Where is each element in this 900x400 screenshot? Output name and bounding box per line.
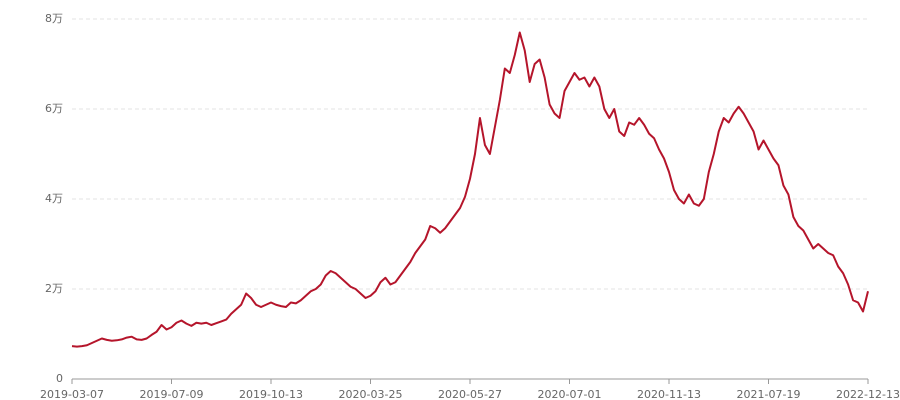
line [71,31,869,348]
y-tick-label: 6万 [45,102,63,115]
x-tick-label: 2022-12-13 [836,388,900,400]
x-tick-label: 2020-07-01 [538,388,602,400]
x-tick-label: 2020-11-13 [637,388,701,400]
x-tick-label: 2019-10-13 [239,388,303,400]
x-tick-label: 2019-07-09 [140,388,204,400]
y-tick-label: 0 [56,372,63,385]
x-tick-label: 2021-07-19 [737,388,801,400]
y-tick-label: 2万 [45,282,63,295]
y-tick-label: 8万 [45,12,63,25]
y-tick-label: 4万 [45,192,63,205]
x-tick-label: 2020-03-25 [339,388,403,400]
x-tick-label: 2019-03-07 [40,388,104,400]
x-tick-label: 2020-05-27 [438,388,502,400]
